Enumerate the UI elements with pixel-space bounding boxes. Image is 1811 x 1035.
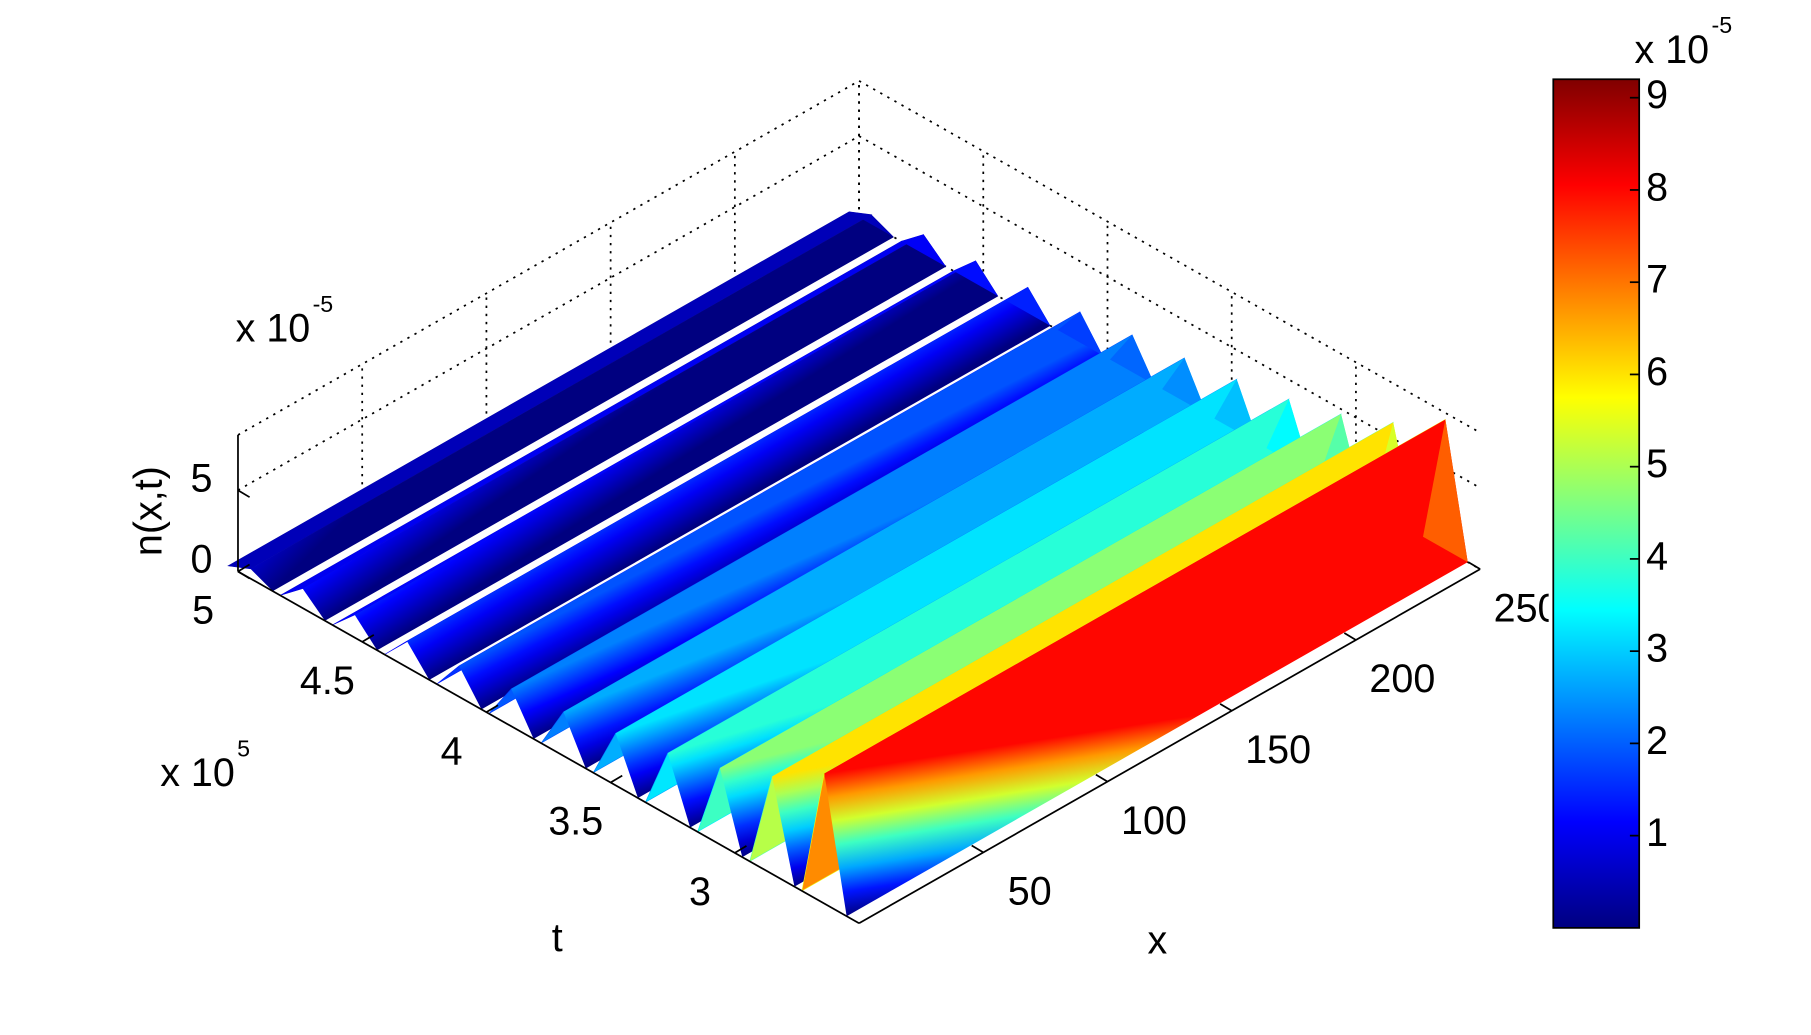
x-axis-label: x <box>1148 918 1168 962</box>
z-tick-label: 5 <box>190 456 212 500</box>
tick-mark <box>1095 773 1108 783</box>
colorbar-tick-label: 8 <box>1646 165 1668 209</box>
ridge-front <box>563 357 1207 769</box>
x-tick-label: 50 <box>1008 870 1052 914</box>
multiplier-base: x 10 <box>1635 28 1710 72</box>
ridge-front <box>511 334 1155 739</box>
x-tick-label: 150 <box>1245 728 1311 772</box>
tick-mark <box>610 774 623 784</box>
ridge-end <box>1005 287 1051 326</box>
x-tick-label: 200 <box>1369 657 1435 701</box>
tick-mark <box>237 563 251 573</box>
multiplier-exponent: 5 <box>237 735 250 761</box>
tick-mark <box>237 570 251 580</box>
tick-mark <box>1343 632 1357 641</box>
multiplier-exponent: -5 <box>313 291 334 317</box>
x-tick-label: 250 <box>1494 586 1560 630</box>
colorbar-tick-label: 1 <box>1646 811 1668 855</box>
ridge-front <box>354 260 999 651</box>
tick-mark <box>1219 703 1233 712</box>
colorbar-tick-label: 5 <box>1646 442 1668 486</box>
y-tick-label: 3.5 <box>548 800 603 844</box>
ridge-front <box>250 214 894 592</box>
colorbar <box>1552 78 1641 929</box>
multiplier-base: x 10 <box>236 307 311 351</box>
colorbar-tick-label: 6 <box>1646 350 1668 394</box>
tick-mark <box>361 634 375 643</box>
multiplier-exponent: -5 <box>1711 12 1732 38</box>
y-axis <box>237 570 860 924</box>
z-axis-label: n(x,t) <box>126 466 170 556</box>
x-tick-label: 100 <box>1121 799 1187 843</box>
tick-mark <box>1468 561 1481 570</box>
tick-mark <box>734 845 747 854</box>
tick-mark <box>485 704 499 713</box>
ridge-end <box>901 234 947 267</box>
tick-mark <box>971 844 984 854</box>
x-axis <box>858 568 1481 924</box>
colorbar-tick-label: 7 <box>1646 258 1668 302</box>
tick-mark <box>237 489 251 498</box>
ridge-front <box>302 234 947 621</box>
colorbar-tick-label: 4 <box>1646 534 1668 578</box>
ridge-end <box>1162 357 1207 415</box>
ridge-end <box>1109 334 1155 385</box>
ridge-end <box>1423 419 1468 563</box>
z-tick-label: 0 <box>190 538 212 582</box>
colorbar-tick-label: 9 <box>1646 73 1668 117</box>
ridge-front <box>459 311 1103 710</box>
y-tick-label: 4.5 <box>300 659 355 703</box>
grid-line <box>858 135 1481 489</box>
y-tick-label: 3 <box>689 870 711 914</box>
ridge-end <box>953 260 999 297</box>
y-axis-label: t <box>552 916 563 960</box>
y-tick-label: 5 <box>192 589 214 633</box>
ridge-front <box>824 419 1468 917</box>
multiplier-base: x 10 <box>160 751 235 795</box>
colorbar-tick-label: 3 <box>1646 627 1668 671</box>
y-tick-label: 4 <box>441 729 463 773</box>
wall-edge <box>858 80 1481 434</box>
ridge-end <box>1057 311 1103 356</box>
colorbar-tick-label: 2 <box>1646 719 1668 763</box>
ridge-front <box>406 287 1051 680</box>
